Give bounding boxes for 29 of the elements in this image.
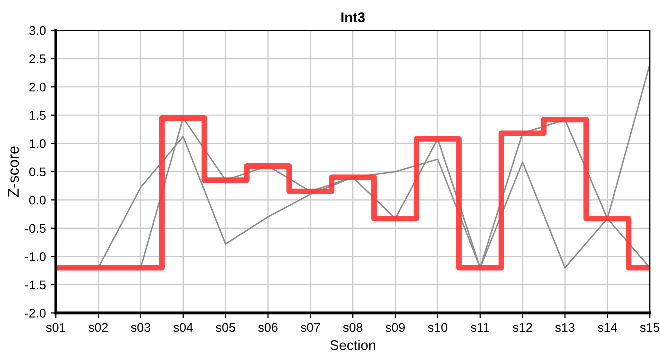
x-tick-label: s08 bbox=[343, 323, 363, 332]
x-axis-title: Section bbox=[330, 340, 376, 350]
y-tick-label: -1.5 bbox=[25, 280, 46, 290]
x-tick-label: s09 bbox=[386, 323, 406, 332]
x-tick-label: s03 bbox=[131, 323, 150, 332]
y-tick-label: -1.0 bbox=[25, 252, 46, 262]
y-tick-label: 0.0 bbox=[29, 196, 46, 205]
y-tick-label: 2.5 bbox=[30, 54, 46, 64]
y-tick-label: -0.5 bbox=[25, 224, 46, 234]
y-tick-label: 1.0 bbox=[30, 139, 46, 148]
y-tick-label: 2.0 bbox=[30, 82, 46, 92]
x-tick-label: s01 bbox=[46, 323, 66, 332]
x-tick-label: s14 bbox=[598, 323, 618, 332]
chart-title: Int3 bbox=[342, 12, 365, 22]
x-tick-label: s13 bbox=[556, 323, 575, 332]
x-tick-label: s15 bbox=[640, 323, 660, 332]
x-tick-label: s12 bbox=[513, 323, 532, 332]
x-tick-label: s11 bbox=[471, 323, 490, 332]
x-tick-label: s02 bbox=[88, 323, 108, 332]
x-tick-label: s06 bbox=[258, 323, 278, 332]
y-tick-label: -2.0 bbox=[25, 309, 46, 318]
y-tick-label: 1.5 bbox=[30, 111, 46, 120]
x-tick-label: s07 bbox=[300, 323, 320, 332]
y-axis-title: Z-score bbox=[8, 146, 20, 198]
x-tick-label: s10 bbox=[428, 323, 448, 332]
y-tick-label: 0.5 bbox=[29, 168, 46, 177]
x-tick-label: s04 bbox=[174, 323, 194, 332]
y-tick-label: 3.0 bbox=[29, 26, 46, 36]
x-tick-label: s05 bbox=[216, 323, 236, 332]
